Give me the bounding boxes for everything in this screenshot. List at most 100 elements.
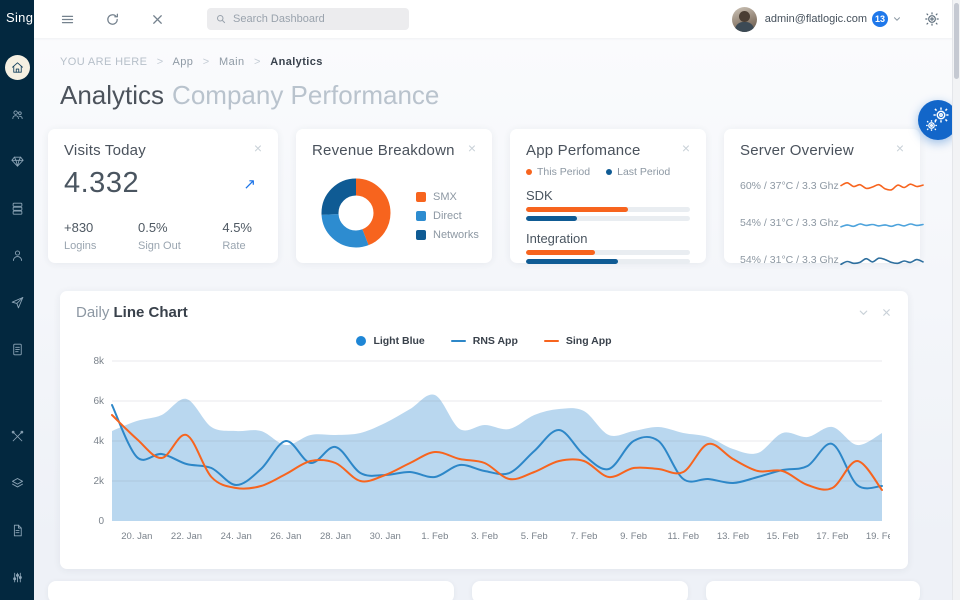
daily-line-chart: 0 2k 4k 6k 8k 20. Jan 22. Jan 24. Jan 26. Jan 28.… bbox=[76, 349, 898, 562]
sidebar-item-send-icon[interactable] bbox=[5, 290, 30, 315]
svg-text:24. Jan: 24. Jan bbox=[221, 531, 252, 542]
donut-legend: SMX Direct Networks bbox=[416, 191, 479, 241]
sidebar-item-layers-icon[interactable] bbox=[5, 471, 30, 496]
page-title: Analytics Company Performance bbox=[60, 80, 440, 110]
close-icon[interactable] bbox=[881, 307, 892, 318]
stat-rate: 4.5% Rate bbox=[222, 220, 252, 252]
svg-text:7. Feb: 7. Feb bbox=[570, 531, 597, 542]
breadcrumb-link-app[interactable]: App bbox=[172, 56, 194, 68]
this-period-dot bbox=[526, 169, 532, 175]
user-menu: admin@flatlogic.com 13 bbox=[731, 6, 946, 32]
server-overview-card: Server Overview × 60% / 37°C / 3.3 Ghz 5… bbox=[724, 129, 924, 266]
metric-label-integration: Integration bbox=[526, 231, 588, 246]
settings-gear-icon[interactable] bbox=[924, 11, 940, 27]
close-icon[interactable]: × bbox=[681, 140, 690, 156]
legend-dot-lightblue bbox=[356, 336, 367, 346]
close-icon[interactable]: × bbox=[253, 140, 262, 156]
svg-text:5. Feb: 5. Feb bbox=[521, 531, 548, 542]
stat-signout: 0.5% Sign Out bbox=[137, 220, 181, 252]
sidebar-item-sliders-icon[interactable] bbox=[5, 565, 30, 590]
svg-text:9. Feb: 9. Feb bbox=[620, 531, 647, 542]
card-title: App Perfomance bbox=[526, 142, 641, 159]
svg-text:20. Jan: 20. Jan bbox=[121, 531, 152, 542]
svg-text:13. Feb: 13. Feb bbox=[717, 531, 749, 542]
sidebar-item-database-icon[interactable] bbox=[5, 196, 30, 221]
server-sparkline bbox=[839, 250, 925, 270]
integration-last-period-bar bbox=[526, 259, 690, 264]
svg-text:30. Jan: 30. Jan bbox=[370, 531, 401, 542]
visits-value: 4.332 bbox=[64, 167, 140, 199]
sidebar-item-users-icon[interactable] bbox=[5, 102, 30, 127]
last-period-dot bbox=[606, 169, 613, 175]
top-header: admin@flatlogic.com 13 bbox=[34, 0, 960, 38]
widgets-row: Visits Today × 4.332 ↗ +830 Logins 0.5% … bbox=[48, 129, 924, 266]
avatar[interactable] bbox=[731, 6, 757, 32]
legend-line-singapp bbox=[543, 339, 559, 343]
scrollbar-track[interactable] bbox=[952, 0, 960, 600]
chevron-down-icon[interactable] bbox=[892, 14, 902, 24]
revenue-breakdown-card: Revenue Breakdown × SMX Direct Networks bbox=[296, 129, 492, 263]
legend-swatch-networks bbox=[416, 229, 426, 240]
sidebar-item-home-icon[interactable] bbox=[4, 55, 30, 80]
breadcrumb-current: Analytics bbox=[270, 56, 323, 68]
card-title: Revenue Breakdown bbox=[312, 142, 455, 159]
svg-text:1. Feb: 1. Feb bbox=[421, 531, 448, 542]
sdk-last-period-bar bbox=[526, 216, 690, 221]
breadcrumb: YOU ARE HERE > App > Main > Analytics bbox=[60, 56, 323, 68]
svg-text:0: 0 bbox=[98, 516, 104, 527]
search-input[interactable] bbox=[233, 13, 401, 25]
svg-text:15. Feb: 15. Feb bbox=[767, 531, 799, 542]
sidebar-item-tools-icon[interactable] bbox=[5, 424, 30, 449]
gear-icon bbox=[926, 120, 937, 131]
gear-icon bbox=[933, 107, 949, 123]
sidebar: Sing bbox=[0, 0, 34, 600]
sidebar-item-document-icon[interactable] bbox=[5, 337, 30, 362]
collapse-chevron-icon[interactable] bbox=[858, 307, 869, 318]
next-row-cards-peek bbox=[48, 581, 920, 600]
svg-text:26. Jan: 26. Jan bbox=[270, 531, 301, 542]
chart-title: Daily Line Chart bbox=[76, 304, 188, 321]
svg-text:2k: 2k bbox=[93, 476, 105, 487]
svg-text:22. Jan: 22. Jan bbox=[171, 531, 202, 542]
user-email[interactable]: admin@flatlogic.com bbox=[764, 13, 867, 25]
performance-legend: This Period Last Period bbox=[526, 166, 690, 178]
svg-text:6k: 6k bbox=[93, 396, 105, 407]
svg-text:28. Jan: 28. Jan bbox=[320, 531, 351, 542]
close-icon[interactable] bbox=[150, 12, 165, 27]
menu-toggle-icon[interactable] bbox=[60, 12, 75, 27]
svg-text:8k: 8k bbox=[93, 356, 105, 367]
legend-swatch-direct bbox=[416, 210, 426, 221]
sidebar-item-diamond-icon[interactable] bbox=[5, 149, 30, 174]
metric-label-sdk: SDK bbox=[526, 188, 553, 203]
revenue-donut-chart bbox=[312, 169, 400, 262]
visits-today-card: Visits Today × 4.332 ↗ +830 Logins 0.5% … bbox=[48, 129, 278, 263]
server-sparkline bbox=[839, 213, 925, 233]
sdk-this-period-bar bbox=[526, 207, 690, 212]
theme-settings-button[interactable] bbox=[918, 100, 958, 140]
page-subtitle: Company Performance bbox=[172, 80, 440, 110]
close-icon[interactable]: × bbox=[895, 140, 904, 156]
main-content: YOU ARE HERE > App > Main > Analytics An… bbox=[34, 38, 960, 600]
app-performance-card: App Perfomance × This Period Last Period… bbox=[510, 129, 706, 264]
svg-text:4k: 4k bbox=[93, 436, 105, 447]
refresh-icon[interactable] bbox=[105, 12, 120, 27]
stat-logins: +830 Logins bbox=[64, 220, 97, 252]
daily-line-chart-card: Daily Line Chart Light Blue RNS App Sing… bbox=[60, 291, 908, 569]
sidebar-nav bbox=[0, 55, 34, 600]
svg-text:3. Feb: 3. Feb bbox=[471, 531, 498, 542]
svg-text:17. Feb: 17. Feb bbox=[816, 531, 848, 542]
notification-badge[interactable]: 13 bbox=[872, 11, 888, 27]
scrollbar-thumb[interactable] bbox=[954, 3, 959, 79]
legend-swatch-smx bbox=[416, 191, 426, 202]
close-icon[interactable]: × bbox=[467, 140, 476, 156]
sidebar-item-file-icon[interactable] bbox=[5, 518, 30, 543]
server-sparkline bbox=[839, 176, 925, 196]
trend-up-icon: ↗ bbox=[243, 175, 256, 193]
sidebar-item-user-icon[interactable] bbox=[5, 243, 30, 268]
svg-text:11. Feb: 11. Feb bbox=[668, 531, 700, 542]
card-title: Server Overview bbox=[740, 142, 854, 159]
breadcrumb-link-main[interactable]: Main bbox=[219, 56, 245, 68]
legend-line-rnsapp bbox=[450, 339, 466, 343]
search-icon bbox=[217, 15, 226, 24]
svg-text:19. Feb: 19. Feb bbox=[866, 531, 890, 542]
